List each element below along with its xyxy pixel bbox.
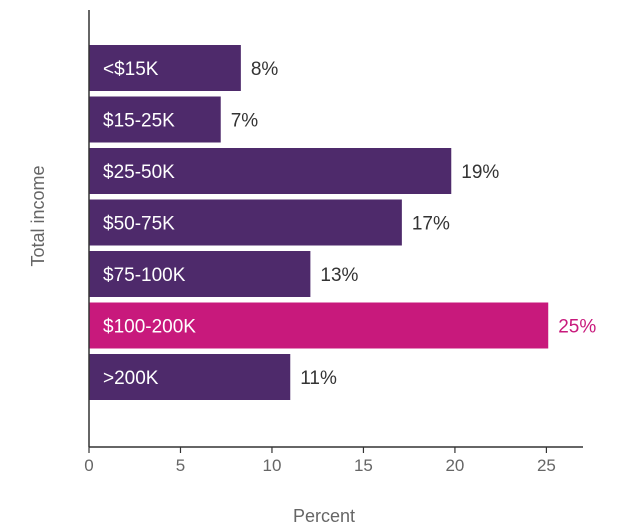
bar-category-label: $50-75K bbox=[103, 214, 175, 235]
x-tick-label: 20 bbox=[445, 456, 464, 475]
bars-group: <$15K 8% $15-25K 7% $25-50K 19% $50-75K 17% $75-… bbox=[89, 45, 596, 400]
bar-3 bbox=[89, 199, 402, 246]
x-tick-label: 0 bbox=[84, 456, 93, 475]
bar-0 bbox=[89, 45, 241, 91]
bar-2 bbox=[89, 148, 452, 194]
bar-value-label: 7% bbox=[231, 111, 259, 132]
bar-value-label: 25% bbox=[558, 317, 596, 338]
x-tick-label: 10 bbox=[263, 456, 282, 475]
x-axis-title: Percent bbox=[293, 506, 355, 526]
x-tick-label: 25 bbox=[537, 456, 556, 475]
bar-category-label: $15-25K bbox=[103, 111, 175, 132]
y-axis-title: Total income bbox=[28, 165, 48, 266]
x-ticks-group: 0 5 10 15 20 25 bbox=[84, 447, 556, 475]
bar-category-label: $25-50K bbox=[103, 162, 175, 183]
bar-value-label: 19% bbox=[461, 162, 499, 183]
bar-4 bbox=[89, 251, 311, 297]
bar-value-label: 17% bbox=[412, 214, 450, 235]
bar-value-label: 8% bbox=[251, 59, 279, 80]
x-tick-label: 15 bbox=[354, 456, 373, 475]
x-tick-label: 5 bbox=[176, 456, 185, 475]
axes-group bbox=[88, 10, 583, 448]
bar-6 bbox=[89, 354, 291, 400]
bar-value-label: 11% bbox=[300, 368, 337, 389]
bar-category-label: >200K bbox=[103, 368, 159, 389]
bar-category-label: $75-100K bbox=[103, 265, 186, 286]
bar-value-label: 13% bbox=[320, 265, 358, 286]
bar-category-label: $100-200K bbox=[103, 317, 196, 338]
bar-1 bbox=[89, 96, 221, 143]
bar-5 bbox=[89, 302, 549, 349]
bar-category-label: <$15K bbox=[103, 59, 159, 80]
